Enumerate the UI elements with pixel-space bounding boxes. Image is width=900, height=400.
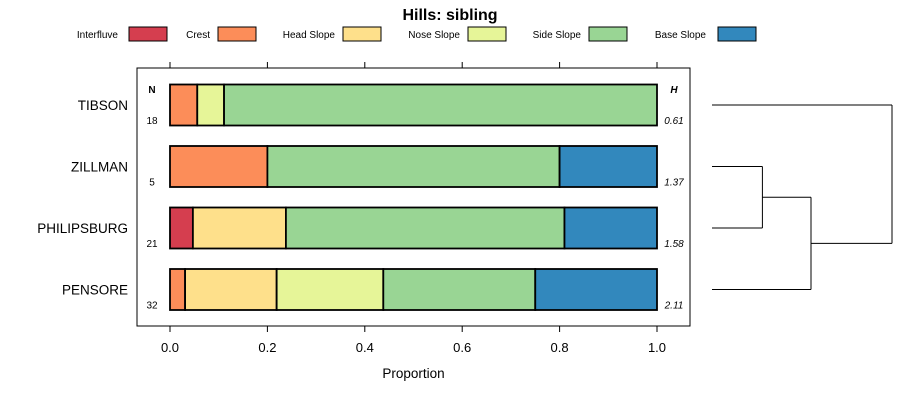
category-label-2: PHILIPSBURG [37,221,128,236]
bar-segment-philipsburg-head-slope [191,206,287,250]
bar-segment-zillman-side-slope [266,145,561,188]
legend: Interfluve Crest Head Slope Nose Slope Side … [77,26,757,42]
category-label-1: ZILLMAN [71,160,128,175]
bar-segment-pensore-side-slope [382,268,537,311]
x-tick-label-1: 0.2 [258,340,276,355]
legend-label-2: Head Slope [283,30,336,41]
bar-segment-zillman-crest [169,145,269,188]
chart-title: Hills: sibling [402,7,497,24]
legend-swatch-1 [217,26,257,42]
bar-segment-philipsburg-side-slope [285,206,566,250]
category-labels: TIBSON ZILLMAN PHILIPSBURG PENSORE [37,98,128,298]
category-label-0: TIBSON [78,98,128,113]
legend-label-1: Crest [186,30,210,41]
x-tick-label-0: 0.0 [161,340,179,355]
bar-segment-philipsburg-interfluve [169,206,194,250]
x-axis: 0.0 0.2 0.4 0.6 0.8 1.0 [161,326,666,355]
legend-swatch-2 [342,26,382,42]
bar-segment-pensore-base-slope [534,268,658,311]
h-value-2: 1.58 [664,239,684,250]
x-tick-label-4: 0.8 [551,340,569,355]
bar-segment-pensore-head-slope [184,268,278,311]
n-labels: 18 5 21 32 [146,116,158,312]
h-value-1: 1.37 [664,178,684,189]
n-header: N [148,85,155,96]
legend-label-3: Nose Slope [408,30,460,41]
n-value-1: 5 [149,178,155,189]
bar-segment-pensore-nose-slope [275,268,385,311]
n-value-3: 32 [146,301,158,312]
h-labels: 0.61 1.37 1.58 2.11 [664,116,685,312]
bars [169,83,658,311]
legend-swatch-5 [717,26,757,42]
dendrogram [712,104,893,290]
category-label-3: PENSORE [62,283,128,298]
legend-label-0: Interfluve [77,30,119,41]
bar-segment-tibson-side-slope [223,83,658,127]
x-tick-label-3: 0.6 [453,340,471,355]
legend-swatch-0 [128,26,168,42]
x-axis-label: Proportion [382,366,444,381]
legend-swatch-3 [467,26,507,42]
bar-segment-zillman-base-slope [558,145,658,188]
legend-label-4: Side Slope [533,30,582,41]
h-value-3: 2.11 [664,301,684,312]
x-tick-label-2: 0.4 [356,340,374,355]
bar-segment-tibson-nose-slope [196,83,225,127]
plot-frame [136,67,691,327]
x-tick-label-5: 1.0 [648,340,666,355]
h-value-0: 0.61 [664,116,683,127]
bar-segment-tibson-crest [169,83,199,127]
h-header: H [670,85,678,96]
legend-label-5: Base Slope [655,30,707,41]
bar-segment-philipsburg-base-slope [563,206,658,250]
n-value-0: 18 [146,116,158,127]
top-ticks [169,62,658,68]
legend-swatch-4 [588,26,628,42]
bar-segment-pensore-crest [169,268,186,311]
n-value-2: 21 [146,239,158,250]
